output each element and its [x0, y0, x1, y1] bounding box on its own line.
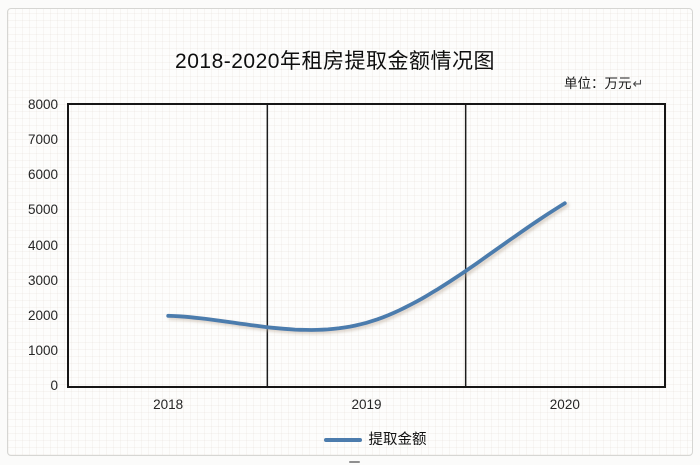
chart-title: 2018-2020年租房提取金额情况图	[175, 50, 495, 73]
y-axis-tick-label: 7000	[27, 132, 58, 148]
y-axis-tick-label: 2000	[27, 307, 58, 323]
y-axis-tick-label: 5000	[27, 202, 58, 218]
vertical-gridlines	[266, 105, 467, 386]
series-line-svg	[166, 105, 567, 386]
y-axis-tick-label: 8000	[27, 97, 58, 112]
series-line	[166, 201, 567, 332]
x-axis-category-label: 2020	[549, 397, 580, 412]
y-axis-tick-label: 4000	[27, 237, 58, 253]
plot-area	[67, 103, 666, 388]
legend-label: 提取金额	[368, 432, 427, 448]
x-axis-category-label: 2018	[153, 397, 184, 412]
y-axis-tick-label: 6000	[27, 167, 58, 183]
legend: 提取金额	[25, 430, 700, 450]
y-axis-tick-label: 3000	[27, 272, 58, 288]
bottom-handle-mark	[349, 461, 360, 463]
unit-label: 单位：万元↵	[564, 72, 643, 92]
chart-panel[interactable]: 2018-2020年租房提取金额情况图 单位：万元↵ 0 1000 2000 3000…	[7, 8, 693, 463]
unit-label-text: 单位：万元	[564, 76, 632, 91]
y-axis-tick-label: 0	[50, 378, 58, 393]
x-axis-category-label: 2019	[351, 397, 382, 412]
paragraph-return-icon: ↵	[632, 76, 644, 91]
legend-line-marker	[323, 438, 362, 442]
y-axis-tick-label: 1000	[27, 342, 58, 358]
